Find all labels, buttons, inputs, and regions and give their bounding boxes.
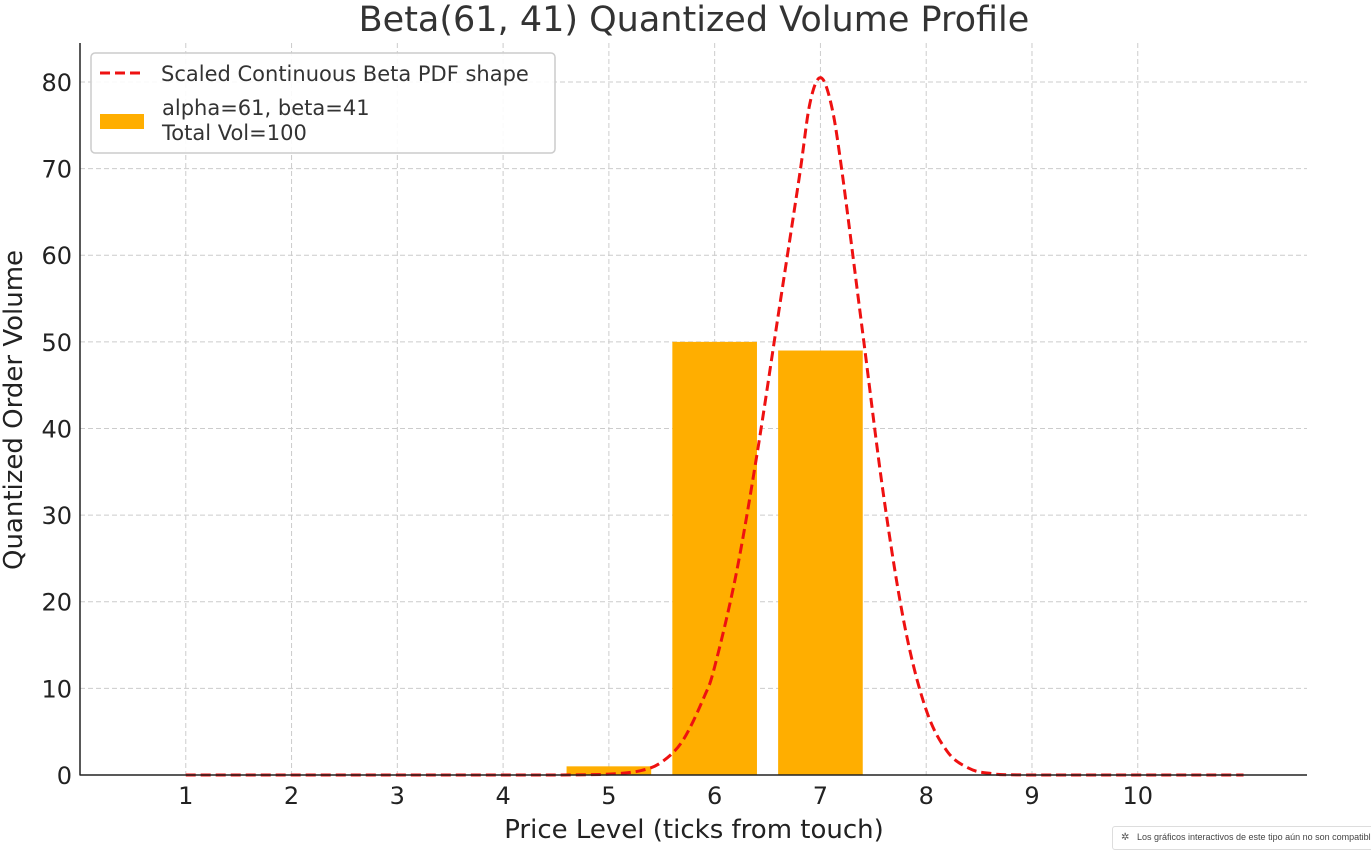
legend: Scaled Continuous Beta PDF shape alpha=61… — [90, 52, 556, 154]
x-tick-label: 9 — [1024, 782, 1039, 810]
legend-bar-swatch — [100, 114, 144, 129]
x-tick-label: 5 — [601, 782, 616, 810]
y-tick-label: 60 — [41, 242, 72, 270]
notice-text: Los gráficos interactivos de este tipo a… — [1137, 832, 1371, 842]
y-tick-label: 50 — [41, 329, 72, 357]
x-tick-label: 2 — [284, 782, 299, 810]
legend-box — [90, 52, 556, 154]
bar — [566, 766, 652, 775]
y-tick-label: 10 — [41, 675, 72, 703]
pdf-curve-series — [185, 76, 1244, 777]
x-tick-label: 8 — [919, 782, 934, 810]
y-tick-labels: 0 10 20 30 40 50 60 70 80 — [41, 69, 72, 790]
sparkle-icon: ✲ — [1121, 832, 1130, 843]
interactive-chart-notice: ✲ Los gráficos interactivos de este tipo … — [1112, 826, 1371, 850]
x-tick-labels: 1 2 3 4 5 6 7 8 9 10 — [178, 782, 1153, 810]
bar — [778, 350, 863, 775]
y-axis-label: Quantized Order Volume — [0, 250, 29, 570]
legend-label-curve: Scaled Continuous Beta PDF shape — [161, 62, 529, 86]
y-tick-label: 20 — [41, 589, 72, 617]
axes — [79, 43, 1307, 776]
bar — [672, 341, 757, 775]
pdf-curve-line — [185, 76, 1244, 777]
x-tick-label: 1 — [178, 782, 193, 810]
y-tick-label: 70 — [41, 156, 72, 184]
bar-series — [566, 341, 863, 775]
y-tick-label: 40 — [41, 415, 72, 443]
x-tick-label: 7 — [813, 782, 828, 810]
y-tick-label: 0 — [57, 762, 72, 790]
x-axis-label: Price Level (ticks from touch) — [504, 815, 884, 845]
x-tick-label: 6 — [707, 782, 722, 810]
y-tick-label: 30 — [41, 502, 72, 530]
x-tick-label: 3 — [390, 782, 405, 810]
x-tick-label: 4 — [495, 782, 510, 810]
legend-label-bars: alpha=61, beta=41 Total Vol=100 — [161, 96, 370, 145]
x-tick-label: 10 — [1122, 782, 1153, 810]
chart-title: Beta(61, 41) Quantized Volume Profile — [359, 0, 1030, 40]
y-tick-label: 80 — [41, 69, 72, 97]
